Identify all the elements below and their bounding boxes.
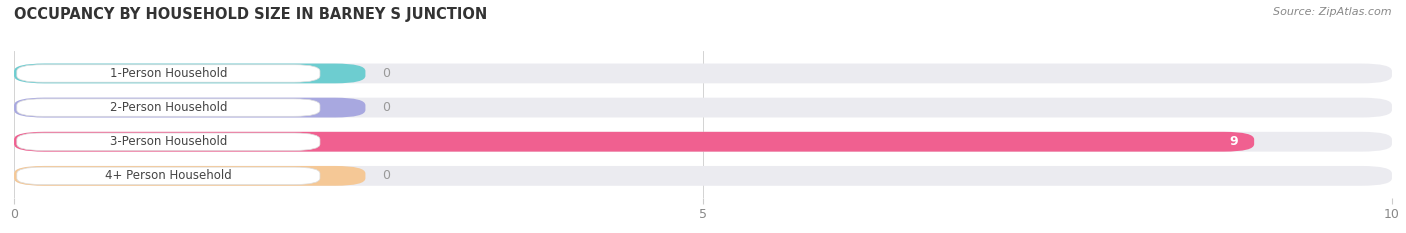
Text: 4+ Person Household: 4+ Person Household: [105, 169, 232, 182]
FancyBboxPatch shape: [14, 166, 1392, 186]
Text: 0: 0: [382, 169, 389, 182]
Text: OCCUPANCY BY HOUSEHOLD SIZE IN BARNEY S JUNCTION: OCCUPANCY BY HOUSEHOLD SIZE IN BARNEY S …: [14, 7, 488, 22]
Text: 3-Person Household: 3-Person Household: [110, 135, 228, 148]
FancyBboxPatch shape: [14, 64, 366, 83]
FancyBboxPatch shape: [14, 64, 1392, 83]
FancyBboxPatch shape: [14, 166, 366, 186]
Text: 2-Person Household: 2-Person Household: [110, 101, 228, 114]
Text: 0: 0: [382, 101, 389, 114]
FancyBboxPatch shape: [17, 167, 321, 185]
FancyBboxPatch shape: [14, 98, 1392, 117]
Text: Source: ZipAtlas.com: Source: ZipAtlas.com: [1274, 7, 1392, 17]
FancyBboxPatch shape: [14, 132, 1254, 152]
Text: 0: 0: [382, 67, 389, 80]
FancyBboxPatch shape: [14, 98, 366, 117]
Text: 1-Person Household: 1-Person Household: [110, 67, 228, 80]
FancyBboxPatch shape: [14, 132, 1392, 152]
FancyBboxPatch shape: [17, 99, 321, 116]
FancyBboxPatch shape: [17, 133, 321, 151]
FancyBboxPatch shape: [17, 65, 321, 82]
Text: 9: 9: [1229, 135, 1237, 148]
